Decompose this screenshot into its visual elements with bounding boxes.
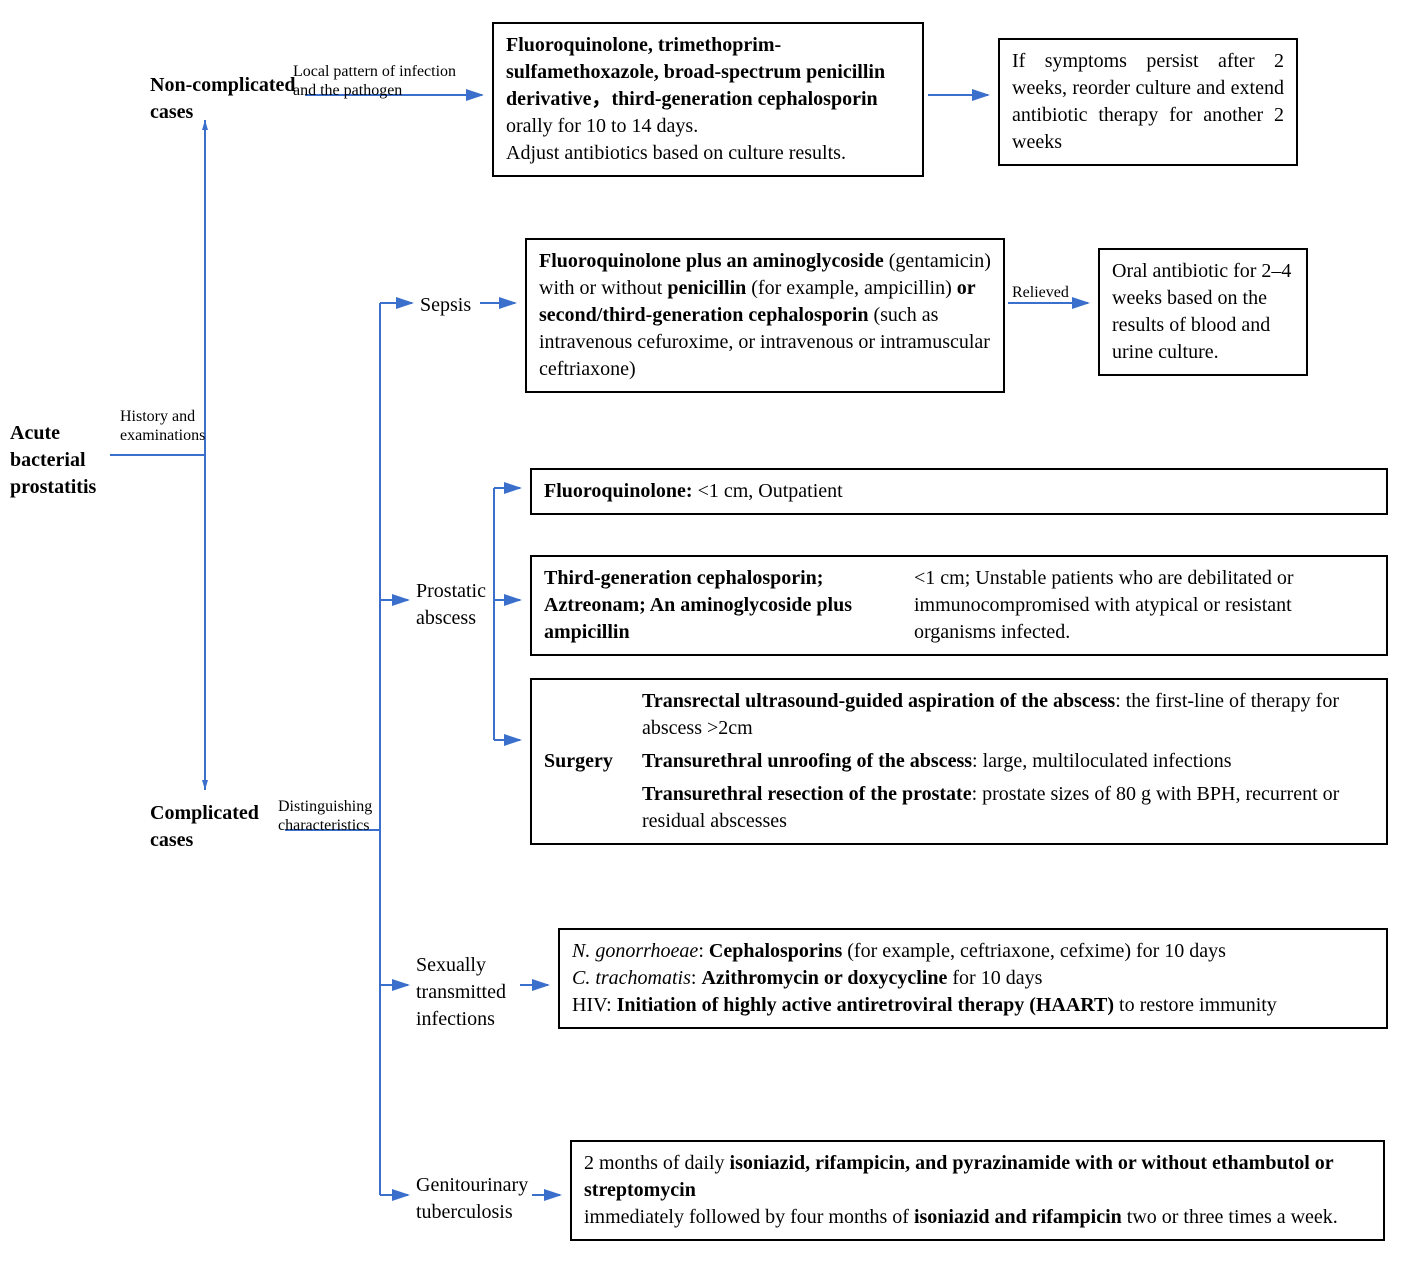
sti-l1p: (for example, ceftriaxone, cefxime) for … [842,940,1226,962]
sepsis-follow-box: Oral antibiotic for 2–4 weeks based on t… [1098,248,1308,376]
gutb-label: Genitourinary tuberculosis [416,1172,536,1226]
abscess-small-box: Fluoroquinolone: <1 cm, Outpatient [530,468,1388,515]
sti-l3p1: HIV: [572,994,617,1016]
sepsis-tx-box: Fluoroquinolone plus an aminoglycoside (… [525,238,1005,393]
abscess-surgery-box: Surgery Transrectal ultrasound-guided as… [530,678,1388,845]
abscess-small-bold: Fluoroquinolone: [544,480,693,502]
abscess-iv-plain: <1 cm; Unstable patients who are debilit… [914,565,1374,646]
abscess-iv-box: Third-generation cephalosporin; Aztreona… [530,555,1388,656]
abscess-label: Prostatic abscess [416,578,496,632]
sti-l3b: Initiation of highly active antiretrovir… [617,994,1114,1016]
sepsis-b1: Fluoroquinolone plus an aminoglycoside [539,250,884,272]
gutb-p2: immediately followed by four months of [584,1206,914,1228]
surgery-i3b: Transurethral resection of the prostate [642,783,972,805]
noncomp-tx-bold: Fluoroquinolone, trimethoprim-sulfametho… [506,34,885,110]
sepsis-p2: (for example, ampicillin) [746,277,956,299]
abscess-small-plain: <1 cm, Outpatient [693,480,843,502]
sti-l3p2: to restore immunity [1114,994,1277,1016]
sti-l2b: Azithromycin or doxycycline [701,967,947,989]
noncomp-follow-text: If symptoms persist after 2 weeks, reord… [1012,50,1284,153]
surgery-i2b: Transurethral unroofing of the abscess [642,750,972,772]
sti-label: Sexually transmitted infections [416,952,526,1033]
edge-local-pattern: Local pattern of infection and the patho… [293,62,483,100]
gutb-tx-box: 2 months of daily isoniazid, rifampicin,… [570,1140,1385,1241]
gutb-p1: 2 months of daily [584,1152,730,1174]
surgery-i1b: Transrectal ultrasound-guided aspiration… [642,690,1115,712]
edge-relieved: Relieved [1012,283,1069,302]
noncomp-tx-p1: orally for 10 to 14 days. [506,115,698,137]
noncomp-follow-box: If symptoms persist after 2 weeks, reord… [998,38,1298,166]
sti-tx-box: N. gonorrhoeae: Cephalosporins (for exam… [558,928,1388,1029]
noncomp-tx-box: Fluoroquinolone, trimethoprim-sulfametho… [492,22,924,177]
sepsis-label: Sepsis [420,292,471,319]
gutb-p3: two or three times a week. [1122,1206,1338,1228]
edge-distinguish: Distinguishing characteristics [278,797,388,835]
sepsis-follow-text: Oral antibiotic for 2–4 weeks based on t… [1112,260,1291,363]
sepsis-b2: penicillin [667,277,746,299]
sti-l1b: Cephalosporins [709,940,842,962]
root-label: Acute bacterial prostatitis [10,420,115,501]
edge-history: History and examinations [120,407,210,445]
sti-l2p: for 10 days [947,967,1042,989]
sti-l2i: C. trachomatis [572,967,691,989]
surgery-heading: Surgery [544,748,614,775]
gutb-b2: isoniazid and rifampicin [914,1206,1122,1228]
noncomp-tx-p2: Adjust antibiotics based on culture resu… [506,142,846,164]
abscess-iv-bold: Third-generation cephalosporin; Aztreona… [544,565,894,646]
sti-l1i: N. gonorrhoeae [572,940,698,962]
surgery-i2p: : large, multiloculated infections [972,750,1232,772]
